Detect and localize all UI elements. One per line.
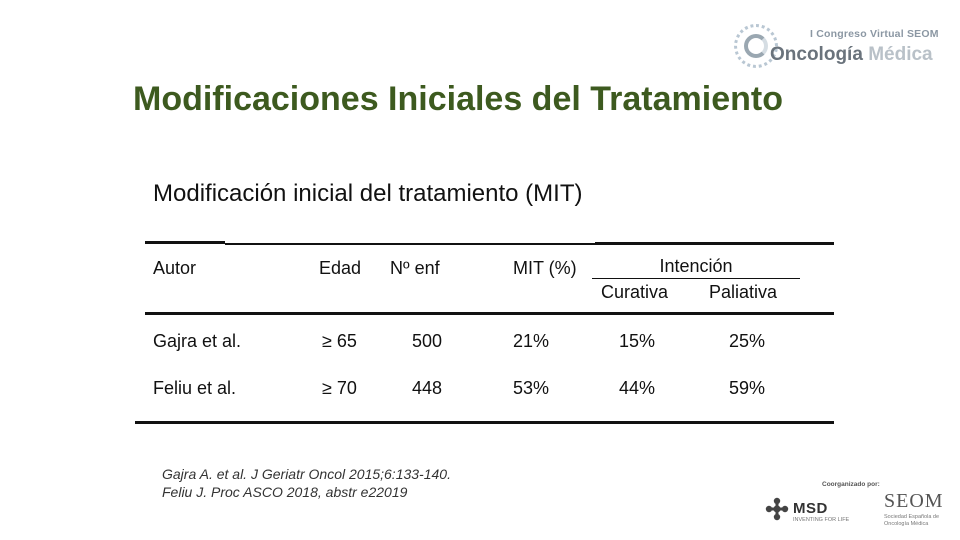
seom-logo: SEOM Sociedad Española de Oncología Médi… xyxy=(880,490,955,530)
row2-n-enf: 448 xyxy=(412,378,443,398)
msd-tagline: INVENTING FOR LIFE xyxy=(793,517,850,523)
row1-autor: Gajra et al. xyxy=(153,331,242,351)
row2-paliativa: 59% xyxy=(729,378,766,398)
reference-2: Feliu J. Proc ASCO 2018, abstr e22019 xyxy=(162,484,408,500)
msd-mark-icon xyxy=(765,497,789,521)
references: Gajra A. et al. J Geriatr Oncol 2015;6:1… xyxy=(162,465,451,501)
header-n-enf: Nº enf xyxy=(390,258,440,278)
congress-main-title: Oncología Médica xyxy=(770,44,933,66)
row1-curativa: 15% xyxy=(619,331,656,351)
row1-mit: 21% xyxy=(513,331,550,351)
header-curativa: Curativa xyxy=(601,282,669,302)
row1-edad: ≥ 65 xyxy=(322,331,357,351)
table-top-rule xyxy=(145,241,225,244)
header-autor: Autor xyxy=(153,258,197,278)
table-top-rule xyxy=(225,243,595,245)
row2-autor: Feliu et al. xyxy=(153,378,237,398)
congress-logo: I Congreso Virtual SEOM Oncología Médica xyxy=(730,18,945,78)
row2-edad: ≥ 70 xyxy=(322,378,357,398)
table-header-rule xyxy=(145,312,834,315)
slide-title: Modificaciones Iniciales del Tratamiento xyxy=(133,80,783,118)
congress-line: I Congreso Virtual SEOM xyxy=(810,28,939,40)
congress-word-oncologia: Oncología xyxy=(770,44,863,65)
msd-logo: MSD INVENTING FOR LIFE xyxy=(765,495,860,527)
row1-paliativa: 25% xyxy=(729,331,766,351)
coorganized-label: Coorganizado por: xyxy=(822,481,880,488)
row1-n-enf: 500 xyxy=(412,331,443,351)
table-top-rule xyxy=(595,242,834,245)
header-edad: Edad xyxy=(319,258,362,278)
reference-1: Gajra A. et al. J Geriatr Oncol 2015;6:1… xyxy=(162,466,451,482)
header-mit: MIT (%) xyxy=(513,258,577,278)
header-paliativa: Paliativa xyxy=(709,282,778,302)
logo-o-icon xyxy=(744,34,768,58)
row2-curativa: 44% xyxy=(619,378,656,398)
header-intencion: Intención xyxy=(592,256,800,279)
logo-ring-icon xyxy=(734,24,778,68)
slide-subtitle: Modificación inicial del tratamiento (MI… xyxy=(153,180,583,207)
row2-mit: 53% xyxy=(513,378,550,398)
seom-tagline: Sociedad Española de Oncología Médica xyxy=(884,514,940,527)
congress-word-medica: Médica xyxy=(868,44,933,65)
msd-name: MSD xyxy=(793,500,828,517)
table-bottom-rule xyxy=(135,421,834,424)
seom-name: SEOM xyxy=(884,490,944,512)
